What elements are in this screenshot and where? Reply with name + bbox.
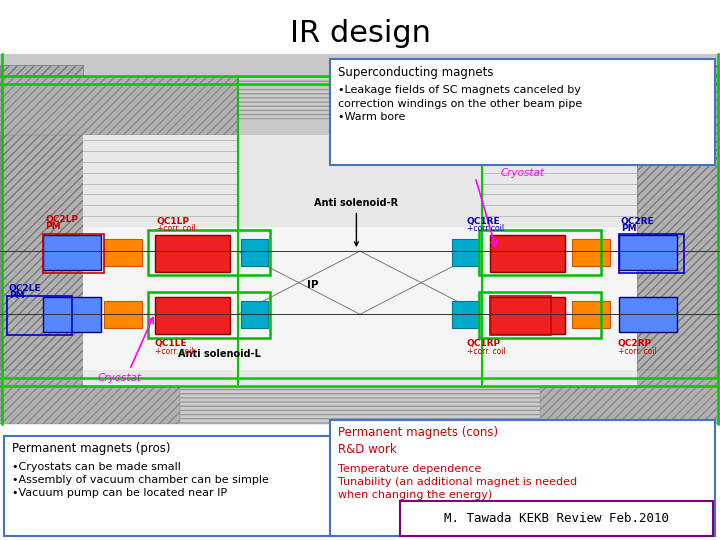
FancyBboxPatch shape	[43, 297, 101, 332]
FancyBboxPatch shape	[104, 239, 142, 266]
FancyBboxPatch shape	[572, 301, 610, 328]
FancyBboxPatch shape	[238, 76, 482, 119]
FancyBboxPatch shape	[4, 436, 335, 536]
Text: Anti solenoid-L: Anti solenoid-L	[178, 349, 261, 359]
FancyBboxPatch shape	[482, 76, 720, 135]
FancyBboxPatch shape	[619, 297, 677, 332]
FancyBboxPatch shape	[490, 235, 565, 272]
Text: Permanent magnets (cons)
R&D work: Permanent magnets (cons) R&D work	[338, 426, 498, 456]
Text: QC2LE: QC2LE	[9, 284, 41, 293]
Text: QC1LP: QC1LP	[157, 217, 190, 226]
FancyBboxPatch shape	[241, 239, 268, 266]
Text: QC2RP: QC2RP	[618, 339, 652, 348]
FancyBboxPatch shape	[0, 65, 83, 405]
FancyBboxPatch shape	[619, 235, 677, 270]
Text: Cryostat: Cryostat	[97, 373, 141, 383]
FancyBboxPatch shape	[330, 59, 715, 165]
FancyBboxPatch shape	[330, 420, 715, 536]
Text: +corr. coil: +corr. coil	[155, 347, 194, 356]
Text: QC1LE: QC1LE	[155, 339, 187, 348]
Text: QC2LP: QC2LP	[45, 215, 78, 224]
FancyBboxPatch shape	[540, 370, 720, 424]
Text: M. Tawada KEKB Review Feb.2010: M. Tawada KEKB Review Feb.2010	[444, 511, 669, 525]
Text: Superconducting magnets: Superconducting magnets	[338, 66, 494, 79]
FancyBboxPatch shape	[452, 239, 479, 266]
FancyBboxPatch shape	[180, 386, 540, 424]
FancyBboxPatch shape	[155, 235, 230, 272]
FancyBboxPatch shape	[104, 301, 142, 328]
Text: IR design: IR design	[289, 19, 431, 48]
Text: •Leakage fields of SC magnets canceled by
correction windings on the other beam : •Leakage fields of SC magnets canceled b…	[338, 85, 582, 122]
FancyBboxPatch shape	[0, 370, 180, 424]
Text: +corr coil: +corr coil	[467, 224, 504, 233]
FancyBboxPatch shape	[452, 301, 479, 328]
Text: PM: PM	[9, 291, 24, 300]
Text: Anti solenoid-R: Anti solenoid-R	[315, 198, 398, 246]
FancyBboxPatch shape	[0, 54, 720, 424]
Text: +corr. coil: +corr. coil	[157, 224, 196, 233]
FancyBboxPatch shape	[43, 235, 101, 270]
FancyBboxPatch shape	[400, 501, 713, 536]
FancyBboxPatch shape	[83, 294, 637, 370]
Text: Temperature dependence
Tunability (an additional magnet is needed
when changing : Temperature dependence Tunability (an ad…	[338, 464, 577, 500]
FancyBboxPatch shape	[0, 76, 238, 135]
Text: QC1RP: QC1RP	[467, 339, 500, 348]
Text: QC2RE: QC2RE	[621, 217, 654, 226]
FancyBboxPatch shape	[637, 65, 720, 405]
Text: Cryostat: Cryostat	[500, 168, 544, 178]
Text: Permanent magnets (pros): Permanent magnets (pros)	[12, 442, 171, 455]
FancyBboxPatch shape	[83, 227, 637, 302]
Text: +corr. coil: +corr. coil	[467, 347, 505, 356]
FancyBboxPatch shape	[241, 301, 268, 328]
FancyBboxPatch shape	[572, 239, 610, 266]
FancyBboxPatch shape	[83, 135, 637, 386]
Text: IP: IP	[307, 280, 319, 290]
FancyBboxPatch shape	[490, 297, 565, 334]
FancyBboxPatch shape	[155, 297, 230, 334]
Text: PM: PM	[621, 224, 636, 233]
Text: PM: PM	[45, 222, 61, 231]
Text: •Cryostats can be made small
•Assembly of vacuum chamber can be simple
•Vacuum p: •Cryostats can be made small •Assembly o…	[12, 462, 269, 498]
Text: +corr. coil: +corr. coil	[618, 347, 657, 356]
Text: QC1RE: QC1RE	[467, 217, 500, 226]
